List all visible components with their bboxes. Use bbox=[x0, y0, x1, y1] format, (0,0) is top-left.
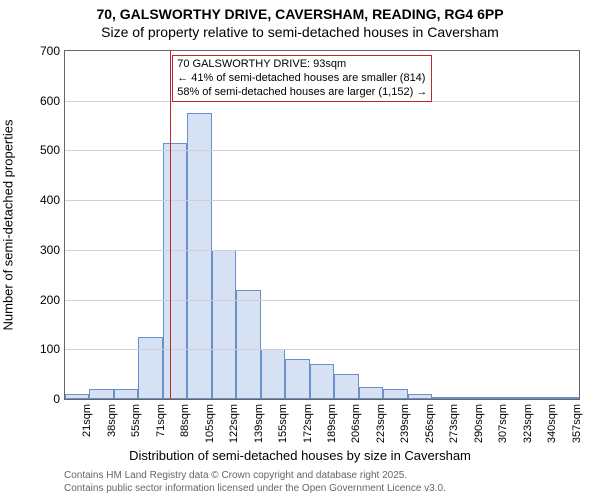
bar bbox=[163, 143, 187, 399]
chart-title-line1: 70, GALSWORTHY DRIVE, CAVERSHAM, READING… bbox=[0, 6, 600, 22]
ytick-label: 500 bbox=[20, 143, 60, 157]
annotation-line-1: 58% of semi-detached houses are larger (… bbox=[177, 86, 427, 100]
xtick-label: 189sqm bbox=[326, 404, 338, 443]
ytick-label: 0 bbox=[20, 392, 60, 406]
bar bbox=[138, 337, 162, 399]
bar bbox=[530, 397, 554, 399]
bar bbox=[408, 394, 432, 399]
footer-line1: Contains HM Land Registry data © Crown c… bbox=[64, 470, 407, 481]
chart-container: 70, GALSWORTHY DRIVE, CAVERSHAM, READING… bbox=[0, 0, 600, 500]
xtick-label: 290sqm bbox=[473, 404, 485, 443]
bar bbox=[187, 113, 211, 399]
bar bbox=[506, 397, 530, 399]
bar bbox=[114, 389, 138, 399]
bar bbox=[89, 389, 113, 399]
xtick-label: 323sqm bbox=[522, 404, 534, 443]
xtick-label: 307sqm bbox=[497, 404, 509, 443]
xtick-label: 172sqm bbox=[302, 404, 314, 443]
gridline bbox=[65, 250, 579, 251]
xtick-label: 223sqm bbox=[375, 404, 387, 443]
xtick-label: 38sqm bbox=[106, 404, 118, 437]
ytick-label: 300 bbox=[20, 243, 60, 257]
gridline bbox=[65, 150, 579, 151]
bar bbox=[383, 389, 407, 399]
xtick-label: 256sqm bbox=[424, 404, 436, 443]
ytick-label: 700 bbox=[20, 44, 60, 58]
xtick-label: 155sqm bbox=[277, 404, 289, 443]
xtick-label: 55sqm bbox=[130, 404, 142, 437]
xtick-label: 105sqm bbox=[204, 404, 216, 443]
xtick-label: 206sqm bbox=[350, 404, 362, 443]
plot-area: 70 GALSWORTHY DRIVE: 93sqm ← 41% of semi… bbox=[64, 50, 580, 400]
annotation-header: 70 GALSWORTHY DRIVE: 93sqm bbox=[177, 58, 427, 72]
ytick-label: 200 bbox=[20, 293, 60, 307]
bar bbox=[457, 397, 481, 399]
bar bbox=[310, 364, 334, 399]
ytick-label: 400 bbox=[20, 193, 60, 207]
bar bbox=[65, 394, 89, 399]
xtick-label: 71sqm bbox=[155, 404, 167, 437]
x-axis-label: Distribution of semi-detached houses by … bbox=[0, 448, 600, 463]
bar bbox=[334, 374, 358, 399]
bar bbox=[481, 397, 505, 399]
gridline bbox=[65, 200, 579, 201]
bar bbox=[261, 349, 285, 399]
bar bbox=[285, 359, 309, 399]
y-axis-label: Number of semi-detached properties bbox=[1, 120, 16, 331]
bar bbox=[555, 397, 579, 399]
ytick-label: 100 bbox=[20, 342, 60, 356]
chart-title-line2: Size of property relative to semi-detach… bbox=[0, 24, 600, 40]
xtick-label: 340sqm bbox=[546, 404, 558, 443]
xtick-label: 139sqm bbox=[253, 404, 265, 443]
xtick-label: 357sqm bbox=[571, 404, 583, 443]
annotation-box: 70 GALSWORTHY DRIVE: 93sqm ← 41% of semi… bbox=[172, 55, 432, 102]
ytick-label: 600 bbox=[20, 94, 60, 108]
xtick-label: 88sqm bbox=[179, 404, 191, 437]
bar bbox=[359, 387, 383, 399]
gridline bbox=[65, 349, 579, 350]
bar bbox=[236, 290, 260, 399]
gridline bbox=[65, 300, 579, 301]
bar bbox=[212, 250, 236, 399]
bar bbox=[432, 397, 456, 399]
xtick-label: 239sqm bbox=[399, 404, 411, 443]
bars-layer bbox=[65, 51, 579, 399]
marker-line bbox=[170, 51, 171, 399]
footer-line2: Contains public sector information licen… bbox=[64, 483, 446, 494]
xtick-label: 273sqm bbox=[448, 404, 460, 443]
annotation-line-0: ← 41% of semi-detached houses are smalle… bbox=[177, 72, 427, 86]
xtick-label: 21sqm bbox=[81, 404, 93, 437]
xtick-label: 122sqm bbox=[228, 404, 240, 443]
